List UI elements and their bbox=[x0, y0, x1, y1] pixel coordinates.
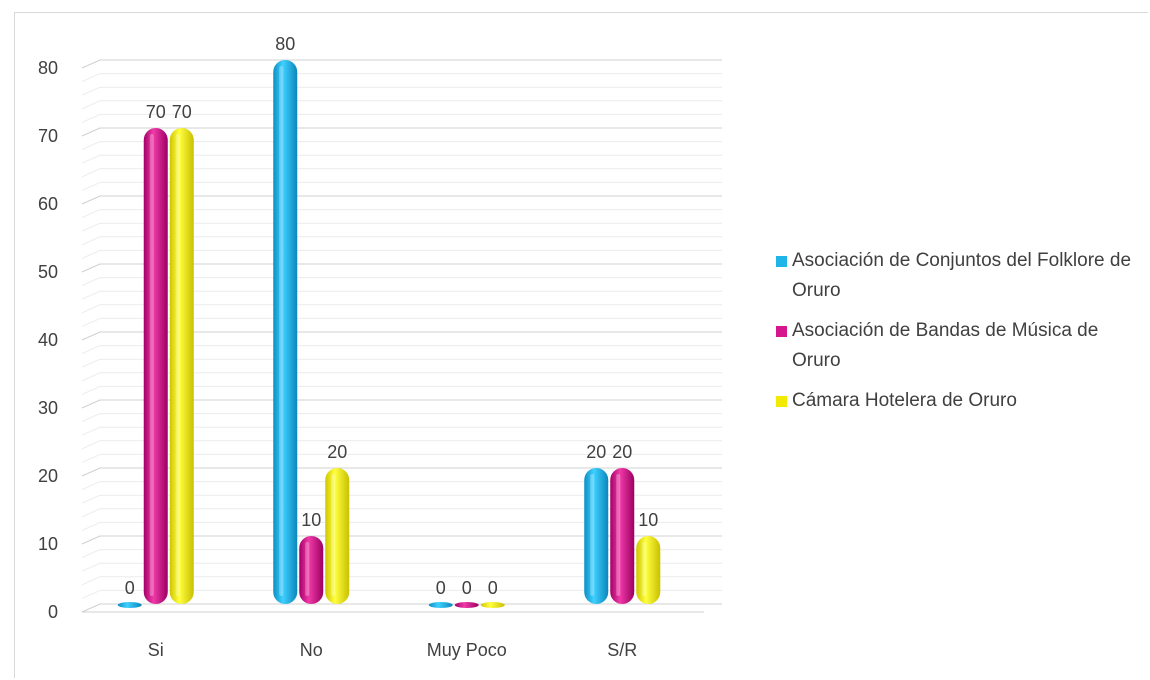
legend-swatch-bandas bbox=[776, 326, 787, 337]
gridline-depth bbox=[81, 236, 101, 246]
y-tick-label: 80 bbox=[38, 58, 58, 78]
bar bbox=[584, 468, 609, 604]
data-label: 20 bbox=[612, 442, 632, 462]
data-label: 10 bbox=[301, 510, 321, 530]
gridline-depth bbox=[81, 426, 101, 436]
data-label: 0 bbox=[462, 578, 472, 598]
bar bbox=[454, 602, 479, 608]
bar-highlight bbox=[149, 134, 154, 596]
gridline-depth bbox=[81, 86, 101, 96]
gridline-depth bbox=[81, 127, 101, 137]
legend-label-folklore: Asociación de Conjuntos del Folklore de … bbox=[792, 250, 1132, 301]
gridline-depth bbox=[81, 562, 101, 572]
gridline-depth bbox=[81, 113, 101, 123]
data-label: 0 bbox=[125, 578, 135, 598]
data-label: 0 bbox=[488, 578, 498, 598]
gridline-depth bbox=[81, 372, 101, 382]
bar-highlight bbox=[305, 542, 310, 596]
gridline-depth bbox=[81, 440, 101, 450]
gridline-depth bbox=[81, 73, 101, 83]
bar bbox=[273, 60, 298, 604]
gridline-depth bbox=[81, 521, 101, 531]
gridline-depth bbox=[81, 358, 101, 368]
bar bbox=[169, 128, 194, 604]
gridline-depth bbox=[81, 181, 101, 191]
category-label: S/R bbox=[607, 640, 637, 660]
gridline-depth bbox=[81, 209, 101, 219]
gridline-depth bbox=[81, 549, 101, 559]
legend-label-hotelera: Cámara Hotelera de Oruro bbox=[792, 390, 1017, 411]
gridline-depth bbox=[81, 141, 101, 151]
legend: Asociación de Conjuntos del Folklore de … bbox=[776, 246, 1146, 426]
y-tick-label: 10 bbox=[38, 534, 58, 554]
gridline-depth bbox=[81, 467, 101, 477]
gridline-depth bbox=[81, 222, 101, 232]
gridline-depth bbox=[81, 603, 101, 613]
bar bbox=[610, 468, 635, 604]
gridline-depth bbox=[81, 100, 101, 110]
legend-item: Asociación de Conjuntos del Folklore de … bbox=[776, 246, 1146, 306]
y-tick-label: 40 bbox=[38, 330, 58, 350]
y-tick-label: 50 bbox=[38, 262, 58, 282]
bar bbox=[299, 536, 324, 604]
data-label: 10 bbox=[638, 510, 658, 530]
bar-highlight bbox=[642, 542, 647, 596]
gridline-depth bbox=[81, 154, 101, 164]
legend-label-bandas: Asociación de Bandas de Música de Oruro bbox=[792, 320, 1099, 371]
gridline-depth bbox=[81, 331, 101, 341]
gridline-depth bbox=[81, 576, 101, 586]
gridline-depth bbox=[81, 413, 101, 423]
gridline-depth bbox=[81, 263, 101, 273]
legend-item: Asociación de Bandas de Música de Oruro bbox=[776, 316, 1146, 376]
gridline-depth bbox=[81, 494, 101, 504]
legend-item: Cámara Hotelera de Oruro bbox=[776, 386, 1146, 416]
gridline-depth bbox=[81, 481, 101, 491]
category-label: No bbox=[300, 640, 323, 660]
bar bbox=[325, 468, 350, 604]
bar-highlight bbox=[616, 474, 621, 596]
bar-highlight bbox=[590, 474, 595, 596]
gridline-depth bbox=[81, 277, 101, 287]
gridline-depth bbox=[81, 345, 101, 355]
data-label: 80 bbox=[275, 34, 295, 54]
chart-frame bbox=[14, 12, 1148, 678]
data-label: 20 bbox=[586, 442, 606, 462]
data-label: 70 bbox=[146, 102, 166, 122]
gridline-depth bbox=[81, 249, 101, 259]
data-label: 70 bbox=[172, 102, 192, 122]
gridline-depth bbox=[81, 535, 101, 545]
gridline-depth bbox=[81, 317, 101, 327]
gridline-depth bbox=[81, 195, 101, 205]
bar bbox=[636, 536, 661, 604]
bar bbox=[143, 128, 168, 604]
legend-swatch-folklore bbox=[776, 256, 787, 267]
y-tick-label: 70 bbox=[38, 126, 58, 146]
y-tick-label: 0 bbox=[48, 602, 58, 622]
gridline-depth bbox=[81, 589, 101, 599]
gridline-depth bbox=[81, 508, 101, 518]
category-label: Muy Poco bbox=[427, 640, 507, 660]
gridline-depth bbox=[81, 304, 101, 314]
gridline-depth bbox=[81, 399, 101, 409]
category-label: Si bbox=[148, 640, 164, 660]
bar bbox=[428, 602, 453, 608]
data-label: 0 bbox=[436, 578, 446, 598]
gridline-depth bbox=[81, 453, 101, 463]
bar-highlight bbox=[175, 134, 180, 596]
bar-highlight bbox=[331, 474, 336, 596]
bar-highlight bbox=[279, 66, 284, 596]
gridline-depth bbox=[81, 290, 101, 300]
gridline-depth bbox=[81, 385, 101, 395]
gridline-depth bbox=[81, 59, 101, 69]
y-tick-label: 30 bbox=[38, 398, 58, 418]
y-tick-label: 20 bbox=[38, 466, 58, 486]
y-tick-label: 60 bbox=[38, 194, 58, 214]
gridline-depth bbox=[81, 168, 101, 178]
bar bbox=[480, 602, 505, 608]
legend-swatch-hotelera bbox=[776, 396, 787, 407]
bar bbox=[117, 602, 142, 608]
data-label: 20 bbox=[327, 442, 347, 462]
